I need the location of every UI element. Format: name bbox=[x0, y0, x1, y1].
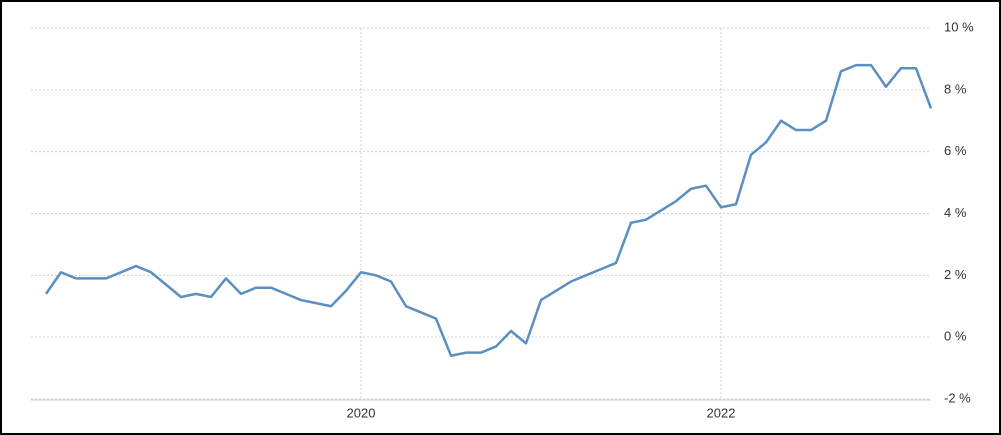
line-series bbox=[44, 63, 933, 357]
x-tick-label: 2020 bbox=[347, 405, 376, 420]
y-tick-label: 0 % bbox=[944, 329, 967, 344]
y-tick-label: 4 % bbox=[944, 205, 967, 220]
y-tick-label: -2 % bbox=[944, 390, 971, 405]
y-tick-label: 10 % bbox=[944, 19, 974, 34]
y-tick-label: 6 % bbox=[944, 143, 967, 158]
y-tick-label: 8 % bbox=[944, 81, 967, 96]
y-tick-label: 2 % bbox=[944, 267, 967, 282]
x-tick-label: 2022 bbox=[707, 405, 736, 420]
